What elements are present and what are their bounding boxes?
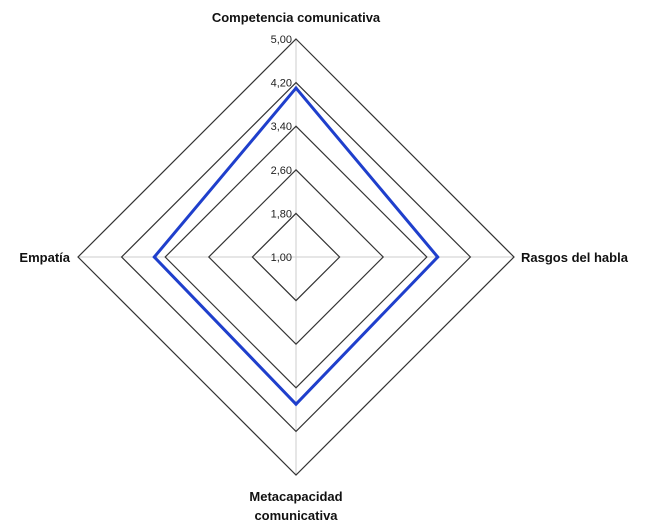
tick-label-2: 2,60 xyxy=(271,165,292,177)
grid-rings xyxy=(77,38,515,476)
series-point-0-0 xyxy=(294,86,298,90)
tick-label-1: 1,80 xyxy=(271,208,292,220)
series-group xyxy=(152,85,440,407)
grid-ring-5 xyxy=(77,38,515,476)
series-point-0-2 xyxy=(294,402,298,406)
tick-labels: 1,00 1,80 2,60 3,40 4,20 5,00 xyxy=(271,34,292,264)
series-point-0-3 xyxy=(152,255,156,259)
grid-ring-3 xyxy=(164,125,428,389)
axis-label-2: Metacapacidad comunicativa xyxy=(249,489,342,523)
axis-label-1: Rasgos del habla xyxy=(521,250,629,265)
axis-labels: Competencia comunicativa Rasgos del habla… xyxy=(19,10,628,523)
grid-ring-4 xyxy=(120,81,472,433)
axis-spokes xyxy=(78,39,514,475)
tick-label-5: 5,00 xyxy=(271,34,292,46)
grid-ring-1 xyxy=(251,212,341,302)
grid-ring-2 xyxy=(207,168,385,346)
tick-label-0: 1,00 xyxy=(271,252,292,264)
tick-label-4: 4,20 xyxy=(271,78,292,90)
axis-label-3: Empatía xyxy=(19,250,70,265)
tick-label-3: 3,40 xyxy=(271,121,292,133)
series-point-0-1 xyxy=(436,255,440,259)
axis-label-0: Competencia comunicativa xyxy=(212,10,381,25)
